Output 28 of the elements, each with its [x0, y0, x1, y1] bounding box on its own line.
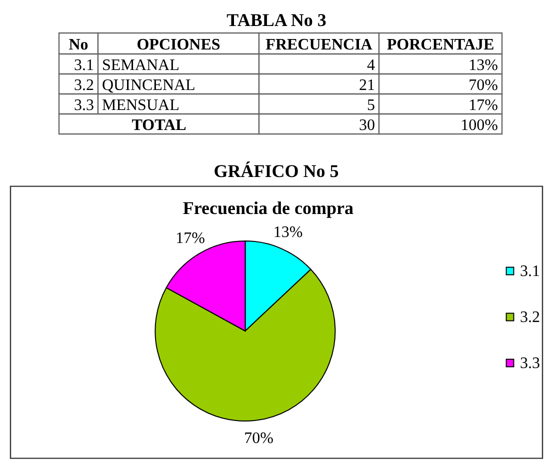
data-label: 70%: [244, 430, 274, 448]
text: TOTAL: [132, 117, 186, 134]
legend-label: 3.3: [520, 355, 540, 372]
text: 3.1: [74, 57, 94, 74]
text: 21: [359, 77, 375, 94]
text: 17%: [468, 97, 498, 114]
category-label: FRECUENCIA: [266, 36, 373, 54]
category-label: OPCIONES: [136, 36, 220, 54]
text: MENSUAL: [102, 97, 180, 114]
text: 4: [367, 57, 375, 74]
text: 5: [367, 97, 375, 114]
text: SEMANAL: [102, 57, 180, 74]
text: TABLA No 3: [226, 10, 326, 30]
legend-label: 3.2: [520, 309, 540, 326]
text: 30: [359, 117, 375, 134]
text: 13%: [468, 57, 498, 74]
category-label: No: [68, 36, 88, 54]
text: 3.2: [74, 77, 94, 94]
chart-subtitle: Frecuencia de compra: [182, 198, 354, 218]
data-label: 17%: [176, 230, 205, 248]
text: 3.3: [74, 97, 94, 114]
chart-title: GRÁFICO No 5: [214, 161, 339, 181]
text: 70%: [468, 77, 498, 94]
text: 100%: [460, 117, 498, 134]
text: QUINCENAL: [102, 77, 196, 94]
legend-label: 3.1: [520, 263, 540, 280]
data-label: 13%: [273, 224, 303, 241]
category-label: PORCENTAJE: [386, 36, 494, 54]
